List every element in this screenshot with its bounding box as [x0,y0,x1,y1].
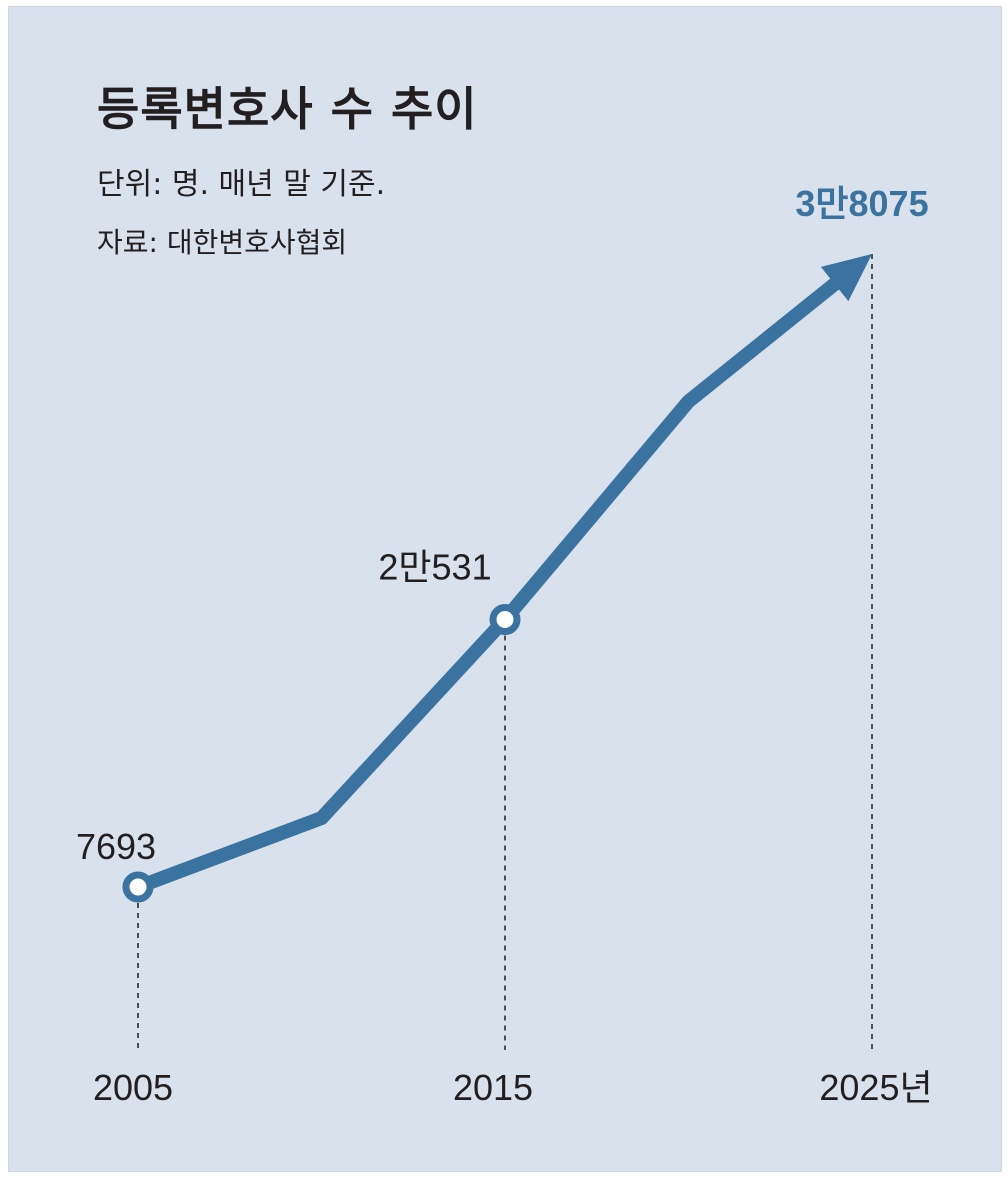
source-note: 자료: 대한변호사협회 [97,226,348,259]
x-tick-label-2: 2025년 [819,1067,932,1108]
data-point-2005 [122,871,154,903]
unit-note: 단위: 명. 매년 말 기준. [97,167,386,202]
series-line [135,254,873,894]
data-point-2015 [489,604,521,636]
data-label-1: 2만531 [378,547,491,588]
data-label-0: 7693 [76,826,156,867]
chart-title: 등록변호사 수 추이 [97,82,478,136]
x-tick-label-0: 2005 [93,1067,173,1108]
data-label-2: 3만8075 [795,183,928,224]
x-tick-label-1: 2015 [453,1067,533,1108]
